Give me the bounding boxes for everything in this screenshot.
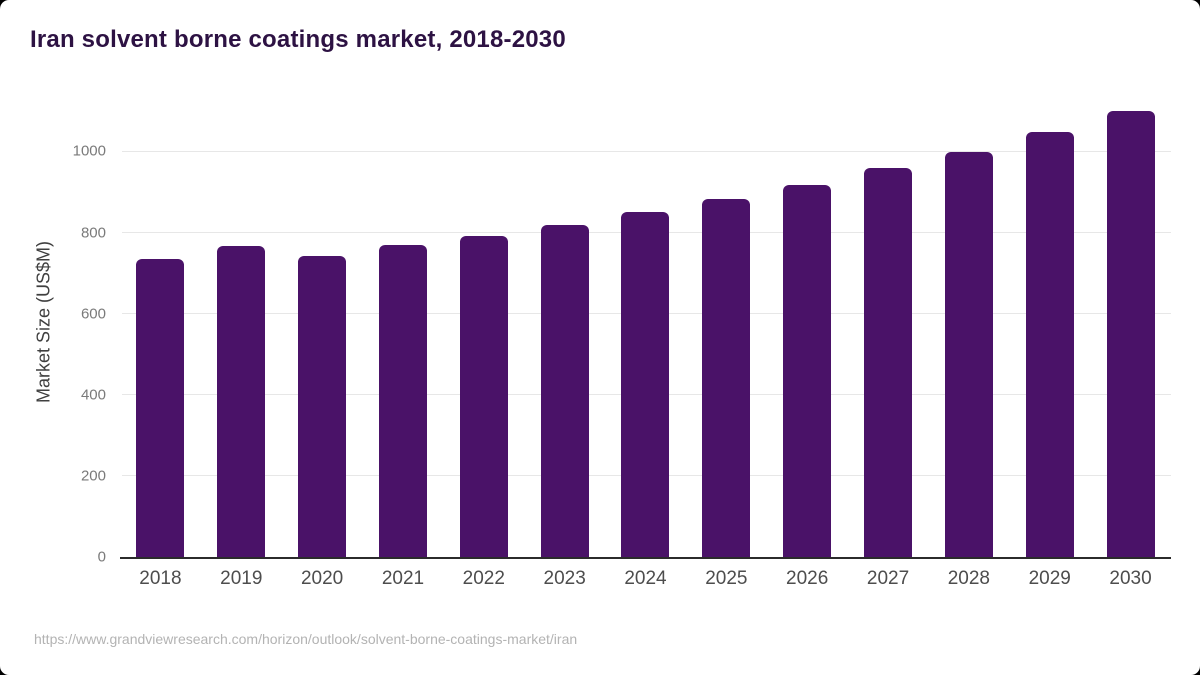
source-url: https://www.grandviewresearch.com/horizo… <box>34 631 578 647</box>
bar-cell <box>1009 100 1090 557</box>
x-axis-label: 2027 <box>866 568 910 589</box>
bar-2027 <box>864 168 913 557</box>
bar-2029 <box>1025 132 1074 557</box>
bar-2024 <box>621 212 670 557</box>
bar-2025 <box>702 199 751 557</box>
bar-2020 <box>298 256 347 557</box>
x-axis-label: 2029 <box>1028 568 1071 589</box>
x-axis-label: 2025 <box>705 568 748 589</box>
bar-2023 <box>540 224 589 557</box>
bar-cell <box>363 100 444 557</box>
bar-cell <box>605 100 686 557</box>
bar-cell <box>767 100 848 557</box>
x-axis-label: 2024 <box>624 568 667 589</box>
y-tick-label: 200 <box>80 467 106 485</box>
bar-cell <box>928 100 1009 557</box>
bar-2021 <box>378 244 427 557</box>
bar-cell <box>848 100 929 557</box>
x-axis-label: 2023 <box>543 568 586 589</box>
bar-cell <box>686 100 767 557</box>
chart-title: Iran solvent borne coatings market, 2018… <box>30 26 566 53</box>
bar-2028 <box>944 151 993 557</box>
y-tick-label: 1000 <box>72 142 106 160</box>
x-axis-label: 2028 <box>947 568 990 589</box>
x-axis-label: 2021 <box>381 568 425 589</box>
x-axis-label: 2020 <box>300 568 344 589</box>
y-tick-label: 0 <box>97 548 106 566</box>
bar-2030 <box>1106 110 1155 557</box>
y-tick-label: 600 <box>80 305 106 323</box>
x-axis-label: 2026 <box>786 568 829 589</box>
plot-area <box>120 100 1171 559</box>
bar-2022 <box>459 235 508 557</box>
bar-cell <box>201 100 282 557</box>
bar-series <box>120 100 1171 557</box>
y-axis-ticks: 0 200 400 600 800 1000 <box>0 0 106 675</box>
x-axis-label: 2030 <box>1109 568 1152 589</box>
x-axis-label: 2019 <box>220 568 263 589</box>
gridline <box>122 150 1171 152</box>
y-tick-label: 800 <box>80 224 106 242</box>
x-axis-labels: 2018 2019 2020 2021 2022 2023 2024 2025 2026 2027… <box>120 568 1171 590</box>
bar-cell <box>282 100 363 557</box>
bar-2026 <box>783 184 832 557</box>
bar-cell <box>524 100 605 557</box>
y-tick-label: 400 <box>80 386 106 404</box>
bar-cell <box>443 100 524 557</box>
bar-2018 <box>136 259 185 557</box>
bar-cell <box>120 100 201 557</box>
x-axis-label: 2018 <box>139 568 182 589</box>
x-axis-label: 2022 <box>462 568 505 589</box>
bar-2019 <box>217 246 266 557</box>
bar-cell <box>1090 100 1171 557</box>
